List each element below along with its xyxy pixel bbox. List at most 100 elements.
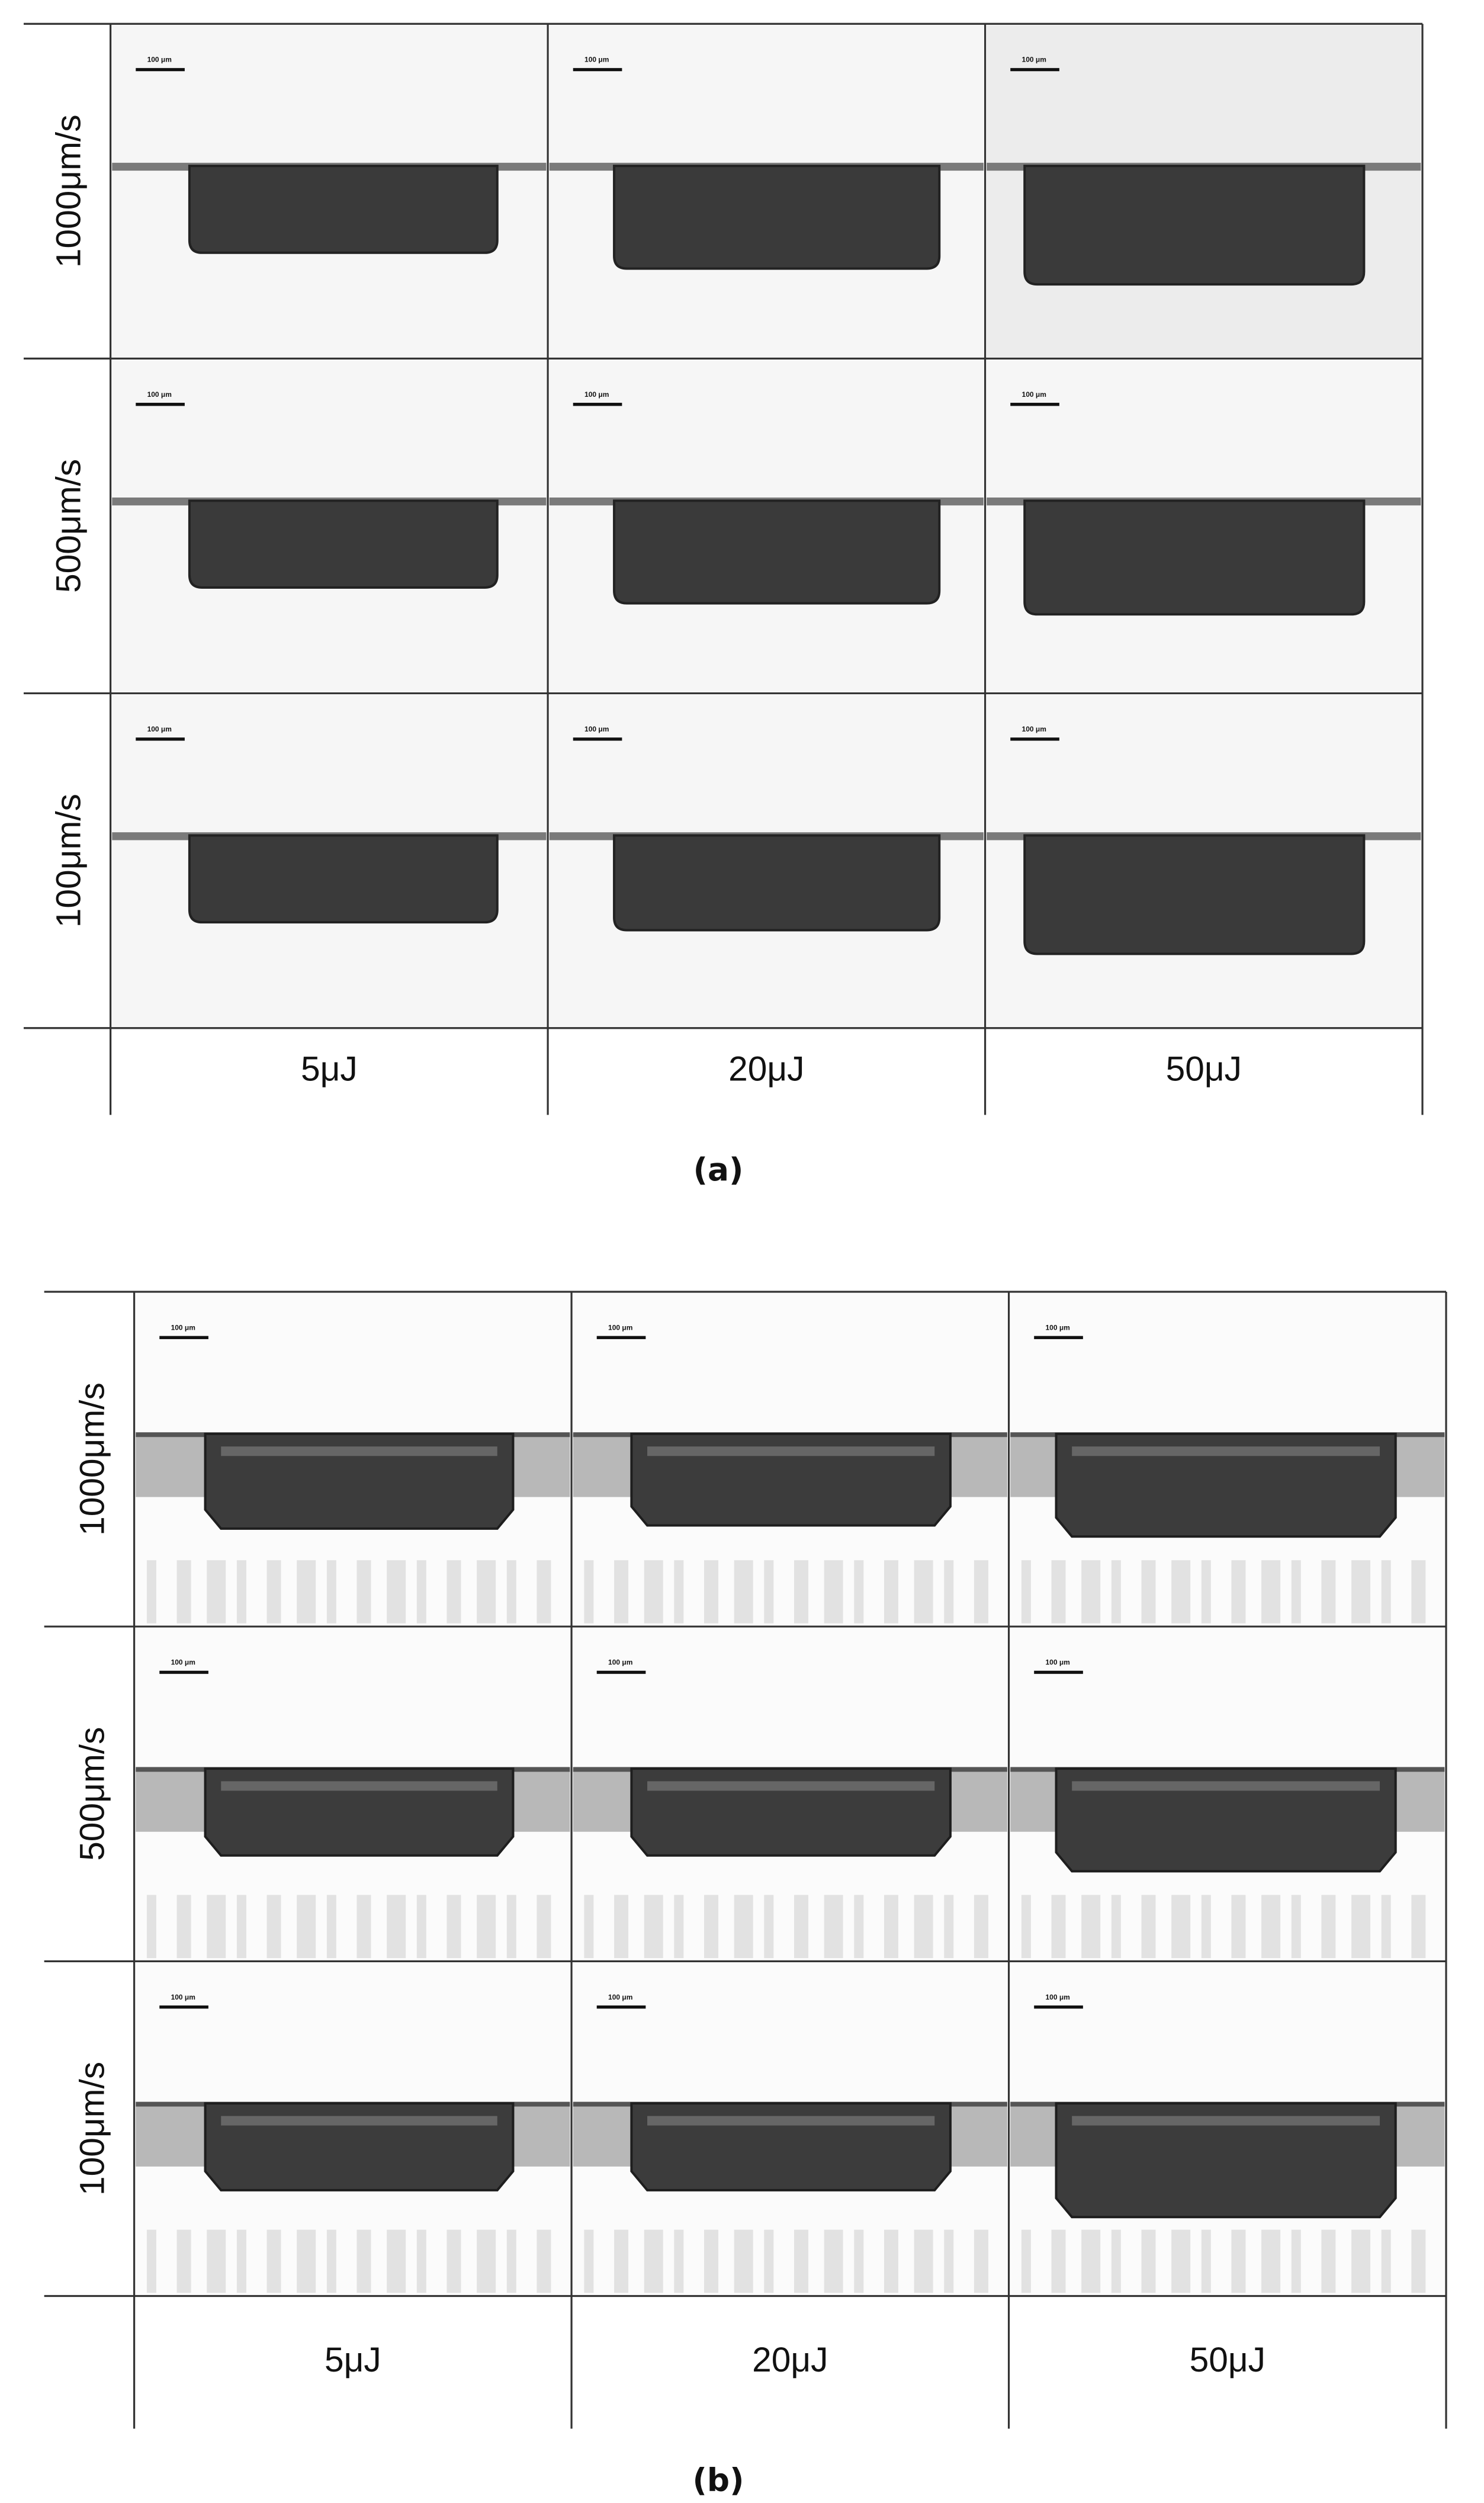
streak	[1141, 1560, 1156, 1623]
streak	[914, 1895, 933, 1959]
streak	[734, 1895, 753, 1959]
streak	[1411, 1895, 1426, 1959]
scale-bar-label: 100 μm	[171, 1658, 195, 1667]
scale-bar	[136, 403, 185, 406]
streak	[1261, 1895, 1281, 1959]
scale-bar	[1034, 2005, 1083, 2009]
micrograph: 100 μm	[987, 695, 1421, 1027]
groove-texture	[647, 1781, 935, 1791]
streak	[884, 1895, 898, 1959]
streak	[1021, 1895, 1031, 1959]
streak	[794, 1560, 808, 1623]
scale-bar-label: 100 μm	[1046, 1993, 1070, 2001]
groove	[1055, 1432, 1397, 1538]
streak	[764, 2229, 774, 2293]
streak	[1321, 2229, 1336, 2293]
scale-bar-label: 100 μm	[147, 390, 172, 399]
scale-bar	[1010, 737, 1059, 741]
streak	[1081, 1560, 1101, 1623]
streak	[506, 2229, 516, 2293]
streak	[266, 1560, 281, 1623]
micrograph: 100 μm	[1010, 1293, 1445, 1625]
row-label: 500μm/s	[49, 459, 88, 593]
micrograph: 100 μm	[112, 360, 547, 692]
streak	[537, 1560, 551, 1623]
streak	[1021, 1560, 1031, 1623]
row-label: 100μm/s	[49, 794, 88, 928]
streak	[266, 1895, 281, 1959]
groove-texture	[1072, 2116, 1380, 2126]
streak	[356, 2229, 371, 2293]
streak	[794, 1895, 808, 1959]
streak	[1021, 2229, 1031, 2293]
scale-bar	[596, 1670, 646, 1674]
column-label: 50μJ	[1190, 2341, 1265, 2379]
streak	[644, 2229, 663, 2293]
streak	[1201, 2229, 1211, 2293]
streak	[356, 1895, 371, 1959]
streak	[1291, 1895, 1301, 1959]
groove-texture	[1072, 1446, 1380, 1456]
streak	[477, 1560, 496, 1623]
scale-bar-label: 100 μm	[1046, 1323, 1070, 1331]
scale-bar-label: 100 μm	[147, 56, 172, 64]
scale-bar	[159, 2005, 208, 2009]
streak	[674, 2229, 684, 2293]
scale-bar-label: 100 μm	[608, 1993, 632, 2001]
panel: 100 μm 100 μm 100 μm 1000μm/s 100 μm 100 μm 10…	[44, 1291, 1447, 2499]
groove	[1023, 834, 1366, 955]
streak	[644, 1895, 663, 1959]
streak	[447, 1560, 461, 1623]
micrograph: 100 μm	[136, 1963, 570, 2295]
streak	[584, 1895, 594, 1959]
streak	[447, 1895, 461, 1959]
streak	[1201, 1560, 1211, 1623]
streak	[146, 1895, 156, 1959]
streak	[176, 2229, 191, 2293]
scale-bar-label: 100 μm	[584, 725, 609, 733]
scale-bar-label: 100 μm	[1022, 390, 1046, 399]
streak	[176, 1895, 191, 1959]
streak	[614, 2229, 629, 2293]
streak	[1351, 1560, 1371, 1623]
streak	[176, 1560, 191, 1623]
streak	[326, 2229, 336, 2293]
streak	[1051, 2229, 1066, 2293]
groove	[188, 499, 499, 589]
scale-bar-label: 100 μm	[1022, 56, 1046, 64]
micrograph: 100 μm	[573, 1628, 1007, 1960]
groove	[1023, 499, 1366, 616]
streak	[207, 1560, 226, 1623]
groove-texture	[221, 1781, 497, 1791]
streak	[974, 2229, 988, 2293]
groove	[1055, 1767, 1397, 1873]
groove	[188, 165, 499, 254]
column-label: 50μJ	[1166, 1050, 1242, 1089]
streak	[146, 1560, 156, 1623]
streak	[884, 1560, 898, 1623]
scale-bar-label: 100 μm	[584, 390, 609, 399]
scale-bar	[159, 1670, 208, 1674]
streak	[1111, 2229, 1121, 2293]
streak	[764, 1560, 774, 1623]
scale-bar-label: 100 μm	[171, 1993, 195, 2001]
streak	[266, 2229, 281, 2293]
streak	[1051, 1895, 1066, 1959]
streak	[1201, 1895, 1211, 1959]
streak	[416, 2229, 426, 2293]
streak	[236, 2229, 246, 2293]
row-label: 100μm/s	[73, 2062, 111, 2196]
streak	[1051, 1560, 1066, 1623]
streak	[974, 1560, 988, 1623]
streak	[674, 1560, 684, 1623]
micrograph: 100 μm	[549, 25, 984, 357]
micrograph: 100 μm	[987, 360, 1421, 692]
scale-bar	[596, 1336, 646, 1339]
streak	[584, 2229, 594, 2293]
scale-bar	[136, 68, 185, 72]
panel: 100 μm 100 μm 100 μm 1000μm/s 100 μm 100 μm 10…	[23, 23, 1424, 1188]
streak	[416, 1560, 426, 1623]
scale-bar	[596, 2005, 646, 2009]
